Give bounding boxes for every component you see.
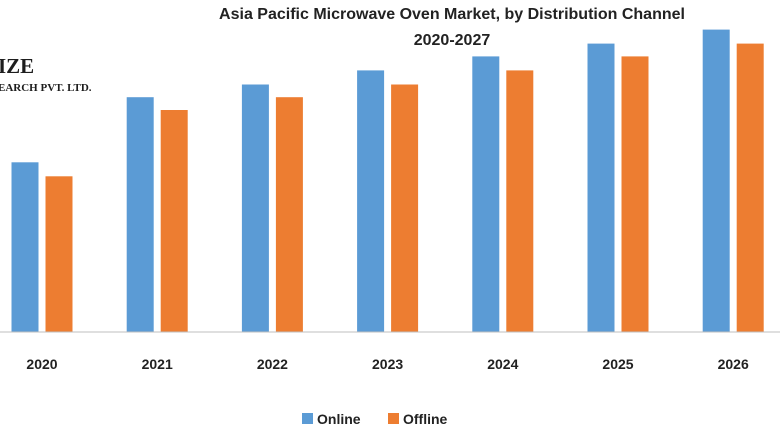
- bar-online-2023: [357, 70, 385, 333]
- bar-online-2022: [241, 84, 269, 332]
- bar-online-2024: [472, 56, 500, 333]
- legend-label-online: Online: [317, 411, 361, 427]
- legend: Online Offline: [302, 411, 448, 427]
- bar-online-2020: [11, 162, 39, 332]
- legend-swatch-offline: [388, 413, 399, 424]
- bar-offline-2026: [736, 43, 764, 332]
- bar-online-2021: [126, 97, 154, 332]
- bar-offline-2025: [621, 56, 649, 333]
- bar-offline-2024: [506, 70, 534, 333]
- bar-online-2025: [587, 43, 615, 332]
- x-tick-label: 2020: [26, 356, 57, 372]
- x-tick-label: 2025: [602, 356, 633, 372]
- bar-offline-2020: [45, 176, 73, 332]
- plot-area: [11, 29, 764, 333]
- bar-offline-2022: [275, 97, 303, 332]
- bar-offline-2021: [160, 110, 188, 332]
- bar-offline-2023: [391, 84, 419, 332]
- x-tick-label: 2024: [487, 356, 518, 372]
- chart-subtitle: 2020-2027: [414, 32, 491, 49]
- legend-label-offline: Offline: [403, 411, 448, 427]
- x-tick-label: 2023: [372, 356, 403, 372]
- chart-title: Asia Pacific Microwave Oven Market, by D…: [219, 6, 685, 23]
- watermark-line-2: EARCH PVT. LTD.: [0, 82, 92, 94]
- watermark-line-1: IZE: [0, 54, 34, 78]
- x-tick-label: 2021: [142, 356, 173, 372]
- x-tick-label: 2022: [257, 356, 288, 372]
- x-axis-ticks: 2020 2021 2022 2023 2024 2025 2026: [26, 356, 749, 372]
- watermark-logo: IZE EARCH PVT. LTD.: [0, 54, 92, 94]
- x-tick-label: 2026: [718, 356, 749, 372]
- legend-swatch-online: [302, 413, 313, 424]
- bar-online-2026: [702, 29, 730, 332]
